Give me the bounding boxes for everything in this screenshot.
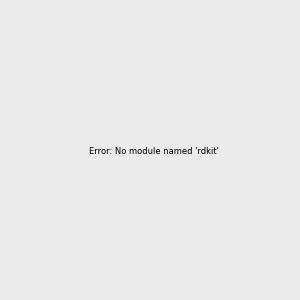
Text: Error: No module named 'rdkit': Error: No module named 'rdkit' [89, 147, 219, 156]
